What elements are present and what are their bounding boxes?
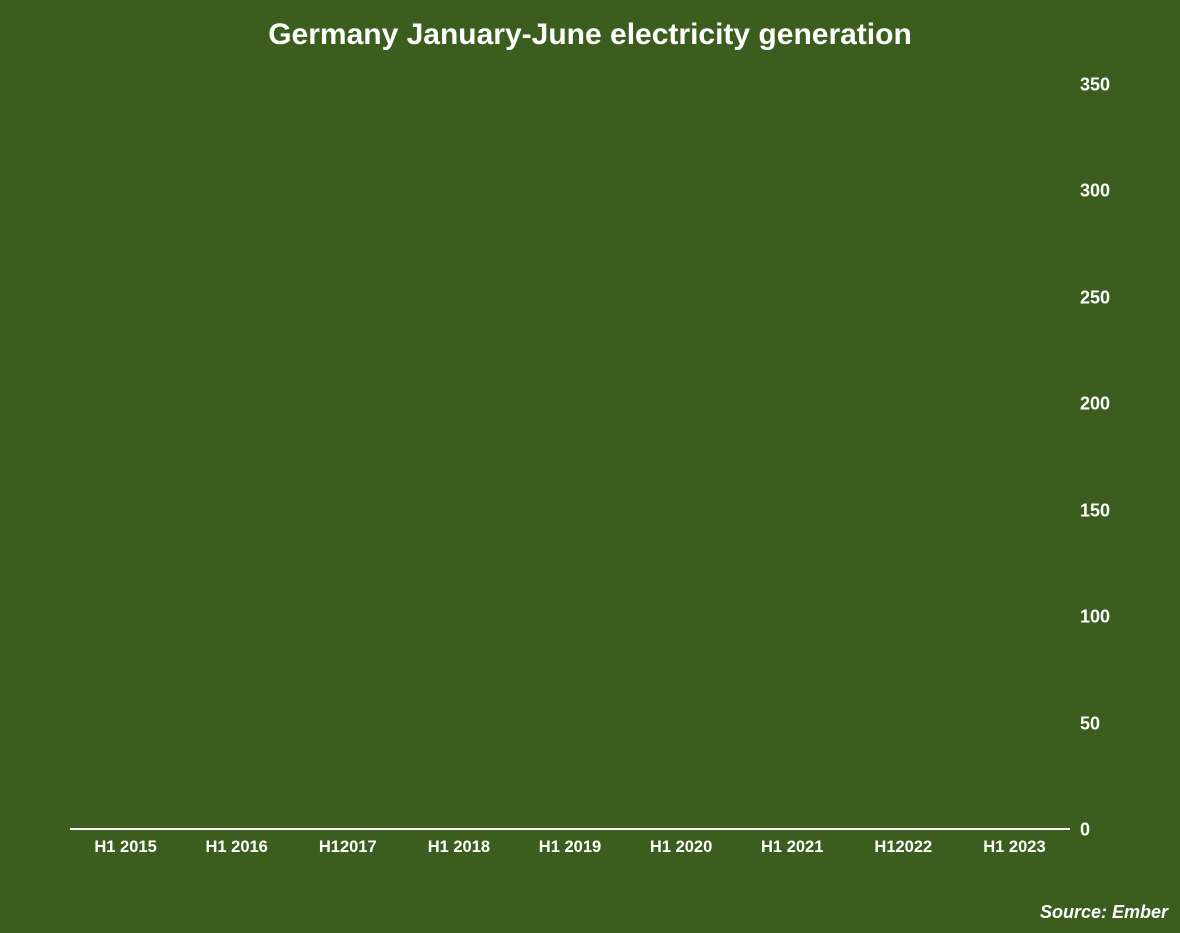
x-axis-labels: H1 2015H1 2016H12017H1 2018H1 2019H1 202… — [70, 838, 1070, 857]
y-tick-label: 50 — [1080, 713, 1100, 734]
y-tick-label: 300 — [1080, 181, 1110, 202]
plot-area — [70, 85, 1070, 830]
y-tick-label: 200 — [1080, 394, 1110, 415]
y-axis-label: Terawatt hours — [1140, 85, 1180, 830]
x-tick-label: H12022 — [848, 838, 959, 857]
bars-group — [70, 85, 1070, 828]
chart-container: Germany January-June electricity generat… — [0, 0, 1180, 933]
x-axis-baseline — [70, 828, 1070, 830]
source-attribution: Source: Ember — [1040, 902, 1168, 923]
x-tick-label: H1 2018 — [403, 838, 514, 857]
y-tick-label: 150 — [1080, 500, 1110, 521]
y-axis-ticks: 050100150200250300350 — [1080, 85, 1140, 830]
x-tick-label: H1 2021 — [737, 838, 848, 857]
chart-title: Germany January-June electricity generat… — [0, 18, 1180, 52]
y-tick-label: 0 — [1080, 820, 1090, 841]
x-tick-label: H1 2023 — [959, 838, 1070, 857]
x-tick-label: H1 2016 — [181, 838, 292, 857]
y-tick-label: 250 — [1080, 287, 1110, 308]
x-tick-label: H1 2020 — [626, 838, 737, 857]
y-tick-label: 100 — [1080, 607, 1110, 628]
x-tick-label: H1 2015 — [70, 838, 181, 857]
x-tick-label: H12017 — [292, 838, 403, 857]
y-tick-label: 350 — [1080, 75, 1110, 96]
x-tick-label: H1 2019 — [514, 838, 625, 857]
